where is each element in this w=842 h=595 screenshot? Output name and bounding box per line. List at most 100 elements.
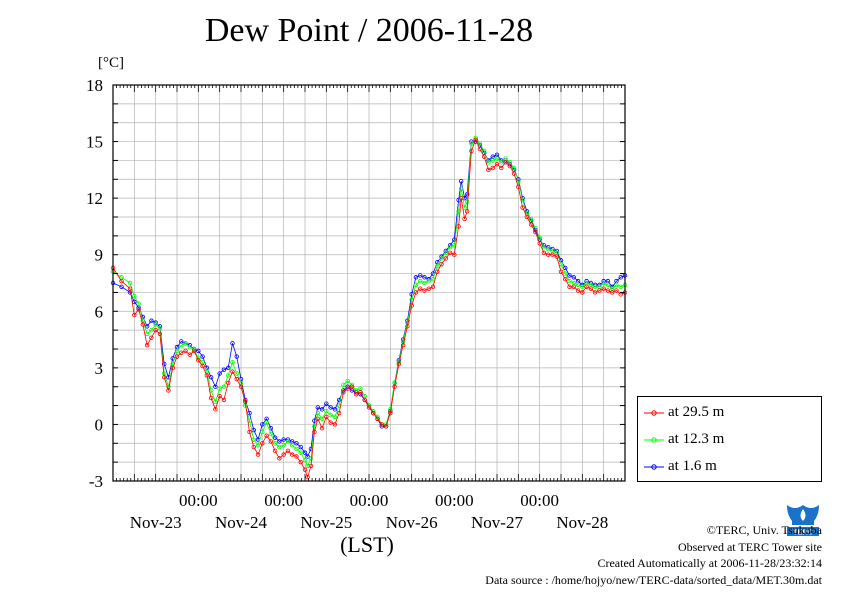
data-point xyxy=(405,324,410,329)
data-point xyxy=(571,275,576,280)
data-point xyxy=(179,343,184,348)
data-point xyxy=(588,286,594,291)
data-point xyxy=(208,375,214,380)
data-point xyxy=(469,148,474,154)
data-point xyxy=(482,154,487,159)
data-point xyxy=(486,167,491,173)
data-point xyxy=(477,141,483,146)
data-point xyxy=(349,384,355,389)
data-point xyxy=(580,284,585,289)
x-tick-time-label: 00:00 xyxy=(520,491,559,510)
data-point xyxy=(601,286,606,291)
data-point xyxy=(388,410,393,416)
data-point xyxy=(260,422,265,427)
svg-text:TERC: TERC xyxy=(793,528,814,537)
data-point xyxy=(234,354,239,359)
data-point xyxy=(486,160,491,165)
data-point xyxy=(563,265,568,271)
data-point xyxy=(503,160,508,165)
data-point xyxy=(324,414,329,420)
created-text: Created Automatically at 2006-11-28/23:3… xyxy=(597,556,822,570)
data-point xyxy=(614,288,619,293)
data-point xyxy=(379,422,384,427)
data-point xyxy=(546,252,551,257)
y-tick-label: 12 xyxy=(86,189,103,208)
data-point xyxy=(464,199,470,205)
plot-frame xyxy=(112,84,626,482)
data-point xyxy=(592,290,598,295)
data-point xyxy=(580,290,585,295)
x-tick-time-label: 00:00 xyxy=(179,491,218,510)
data-point xyxy=(290,442,295,448)
data-point xyxy=(490,158,495,163)
legend-marker-blue-icon xyxy=(644,464,664,470)
data-point xyxy=(166,388,171,393)
data-point xyxy=(575,288,581,293)
data-point xyxy=(308,463,314,469)
data-point xyxy=(277,456,282,461)
data-point xyxy=(281,452,286,457)
x-axis-label: (LST) xyxy=(340,532,394,557)
data-point xyxy=(255,452,261,457)
data-point xyxy=(618,284,623,289)
data-point xyxy=(153,327,158,333)
data-point xyxy=(511,165,517,171)
data-point xyxy=(345,386,350,391)
data-point xyxy=(362,397,367,403)
data-point xyxy=(605,282,611,288)
data-point xyxy=(179,350,184,355)
data-point xyxy=(204,373,210,378)
data-point xyxy=(528,216,534,222)
data-point xyxy=(302,450,308,455)
data-point xyxy=(302,458,308,463)
data-point xyxy=(319,407,325,412)
data-point xyxy=(435,263,440,269)
data-point xyxy=(426,286,431,291)
data-point xyxy=(217,393,222,399)
x-tick-time-label: 00:00 xyxy=(435,491,474,510)
data-point xyxy=(305,475,310,480)
y-tick-label: -3 xyxy=(89,472,103,491)
data-point xyxy=(213,407,218,412)
data-point xyxy=(464,209,470,214)
data-point xyxy=(494,156,500,161)
observed-text: Observed at TERC Tower site xyxy=(677,539,822,554)
data-point xyxy=(183,341,188,346)
data-point xyxy=(554,254,559,259)
data-point xyxy=(400,343,406,348)
data-point xyxy=(358,390,363,395)
data-point xyxy=(213,384,218,389)
data-point xyxy=(144,343,150,348)
data-point xyxy=(499,160,504,165)
data-point xyxy=(264,433,269,438)
data-point xyxy=(290,452,295,457)
data-point xyxy=(409,303,414,308)
data-point xyxy=(597,288,602,293)
data-point xyxy=(477,146,483,152)
x-tick-time-label: 00:00 xyxy=(350,491,389,510)
data-point xyxy=(396,361,402,367)
copyright-text: ©TERC, Univ. Tsukuba xyxy=(706,523,822,537)
data-point xyxy=(191,348,197,354)
data-point xyxy=(456,224,461,229)
data-point xyxy=(422,275,427,280)
data-point xyxy=(315,405,320,410)
data-point xyxy=(584,284,589,289)
data-point xyxy=(366,405,372,410)
data-point xyxy=(315,410,320,416)
series-at-29-5-m xyxy=(110,137,628,480)
data-point xyxy=(144,324,150,329)
data-point xyxy=(234,371,239,376)
data-point xyxy=(422,280,427,286)
data-point xyxy=(601,280,606,286)
data-point xyxy=(490,165,495,171)
data-point xyxy=(161,361,167,367)
data-point xyxy=(537,241,542,246)
data-point xyxy=(452,237,457,242)
data-point xyxy=(567,284,572,289)
data-point xyxy=(528,222,534,227)
legend-label: at 1.6 m xyxy=(668,458,717,474)
data-point xyxy=(285,439,291,444)
data-point xyxy=(341,382,346,388)
